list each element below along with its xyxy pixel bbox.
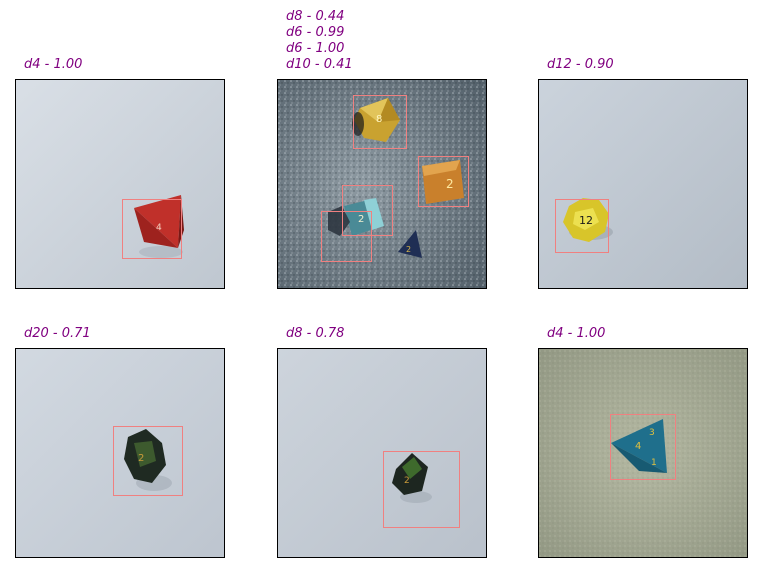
svg-text:2: 2	[446, 177, 454, 191]
panel-caption: d4 - 1.00	[24, 57, 83, 72]
svg-text:3: 3	[649, 428, 655, 438]
d12-die-icon: 12	[539, 80, 747, 288]
d4-die-icon: 4	[16, 80, 224, 288]
detection-box	[321, 211, 372, 262]
panel-caption: d4 - 1.00	[547, 326, 606, 341]
detection-box	[353, 95, 407, 149]
image-frame: 4 3 1	[538, 348, 748, 558]
d4-die-icon: 4 3 1	[539, 349, 747, 557]
svg-text:2: 2	[406, 245, 411, 254]
svg-text:12: 12	[579, 214, 593, 227]
panel-caption: d20 - 0.71	[24, 326, 91, 341]
svg-text:2: 2	[358, 214, 364, 225]
detection-box	[113, 426, 183, 496]
image-frame: 8 2 2 2	[277, 79, 487, 289]
svg-text:4: 4	[156, 223, 162, 233]
detection-box	[610, 414, 676, 480]
detection-box	[342, 185, 393, 236]
detection-box	[418, 156, 469, 207]
image-frame: 12	[538, 79, 748, 289]
image-frame: 2	[15, 348, 225, 558]
panel-caption: d8 - 0.44 d6 - 0.99 d6 - 1.00 d10 - 0.41	[286, 9, 353, 72]
panel-caption: d12 - 0.90	[547, 57, 614, 72]
detection-box	[122, 199, 182, 259]
detection-box	[383, 451, 460, 528]
svg-text:1: 1	[651, 458, 657, 468]
panel-caption: d8 - 0.78	[286, 326, 345, 341]
d20-die-icon: 2	[16, 349, 224, 557]
svg-text:8: 8	[376, 114, 382, 125]
image-frame: 4	[15, 79, 225, 289]
d8-die-icon: 2	[278, 349, 486, 557]
svg-text:2: 2	[138, 453, 144, 464]
detection-box	[555, 199, 609, 253]
svg-text:2: 2	[404, 476, 410, 486]
svg-text:4: 4	[635, 441, 641, 452]
d8-die-icon: 8 2 2 2	[278, 80, 486, 288]
image-frame: 2	[277, 348, 487, 558]
